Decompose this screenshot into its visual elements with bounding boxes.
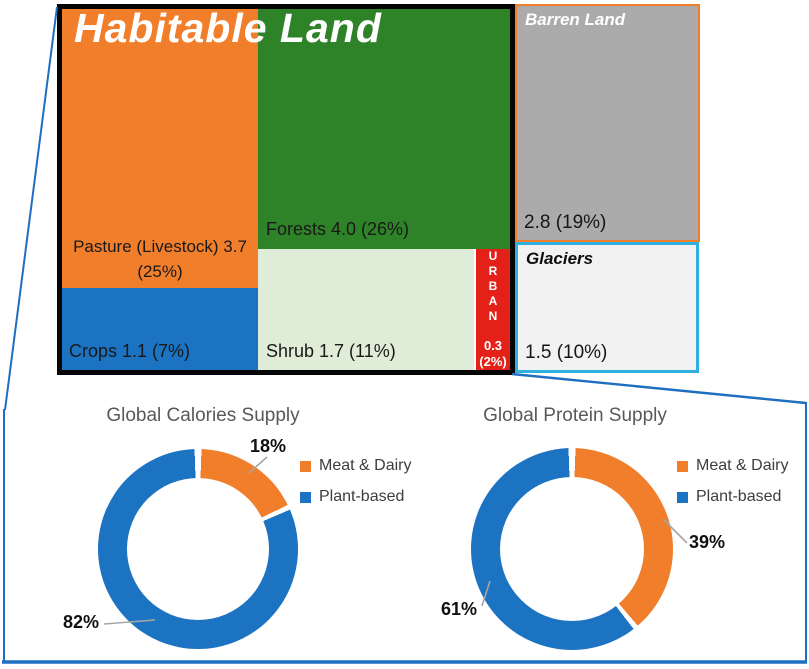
- urban-block: U R B A N 0.3 (2%): [474, 249, 510, 370]
- legend-label: Meat & Dairy: [319, 457, 412, 474]
- callout-line-left: [4, 6, 58, 411]
- calories-chart-title: Global Calories Supply: [106, 405, 300, 426]
- pasture-label: Pasture (Livestock) 3.7 (25%): [62, 234, 258, 284]
- protein-donut-hole: [500, 477, 644, 621]
- urban-letter: R: [488, 264, 498, 278]
- shrub-block: [258, 249, 474, 370]
- shrub-label: Shrub 1.7 (11%): [266, 341, 396, 361]
- legend-item-meat-dairy: Meat & Dairy: [300, 457, 411, 475]
- pasture-label-line2: (25%): [137, 262, 183, 281]
- pasture-block: [62, 9, 258, 288]
- plant-based-swatch-icon: [300, 491, 311, 503]
- calories-donut: [98, 449, 298, 649]
- forests-label: Forests 4.0 (26%): [266, 219, 410, 239]
- habitable-land-box: U R B A N 0.3 (2%) Habitable Land Pastur…: [57, 4, 515, 375]
- calories-legend: Meat & Dairy Plant-based: [300, 457, 411, 519]
- glaciers-title: Glaciers: [526, 249, 594, 268]
- legend-label: Meat & Dairy: [696, 457, 789, 474]
- meat-dairy-swatch-icon: [677, 460, 688, 472]
- barren-land-title: Barren Land: [525, 10, 626, 29]
- urban-letter: A: [488, 294, 498, 308]
- legend-item-plant-based: Plant-based: [300, 488, 411, 506]
- urban-label: U R B A N 0.3 (2%): [476, 249, 510, 370]
- glaciers-box: Glaciers 1.5 (10%): [515, 242, 699, 373]
- forests-block: [258, 9, 510, 249]
- barren-land-value: 2.8 (19%): [524, 212, 607, 233]
- legend-item-plant-based: Plant-based: [677, 488, 788, 506]
- meat-dairy-swatch-icon: [300, 460, 311, 472]
- habitable-land-title: Habitable Land: [74, 5, 382, 51]
- protein-donut: [471, 448, 673, 650]
- protein-plant-label: 61%: [441, 599, 478, 619]
- calories-donut-hole: [127, 478, 269, 620]
- plant-based-swatch-icon: [677, 491, 688, 503]
- pasture-label-line1: Pasture (Livestock) 3.7: [73, 237, 247, 256]
- crops-block: [62, 288, 258, 370]
- legend-item-meat-dairy: Meat & Dairy: [677, 457, 788, 475]
- protein-legend: Meat & Dairy Plant-based: [677, 457, 788, 519]
- crops-label: Crops 1.1 (7%): [69, 341, 191, 361]
- calories-meat-label: 18%: [250, 436, 287, 456]
- barren-land-box: Barren Land 2.8 (19%): [515, 4, 700, 242]
- glaciers-value: 1.5 (10%): [525, 342, 608, 363]
- urban-value: 0.3: [483, 338, 503, 353]
- urban-percent: (2%): [479, 354, 507, 369]
- urban-letter: U: [488, 249, 498, 263]
- protein-chart-title: Global Protein Supply: [483, 405, 667, 426]
- protein-meat-label: 39%: [689, 532, 726, 552]
- legend-label: Plant-based: [319, 488, 405, 505]
- calories-plant-label: 82%: [63, 612, 100, 632]
- callout-line-right: [511, 372, 807, 405]
- legend-label: Plant-based: [696, 488, 782, 505]
- urban-letter: N: [488, 309, 498, 323]
- urban-letter: B: [488, 279, 498, 293]
